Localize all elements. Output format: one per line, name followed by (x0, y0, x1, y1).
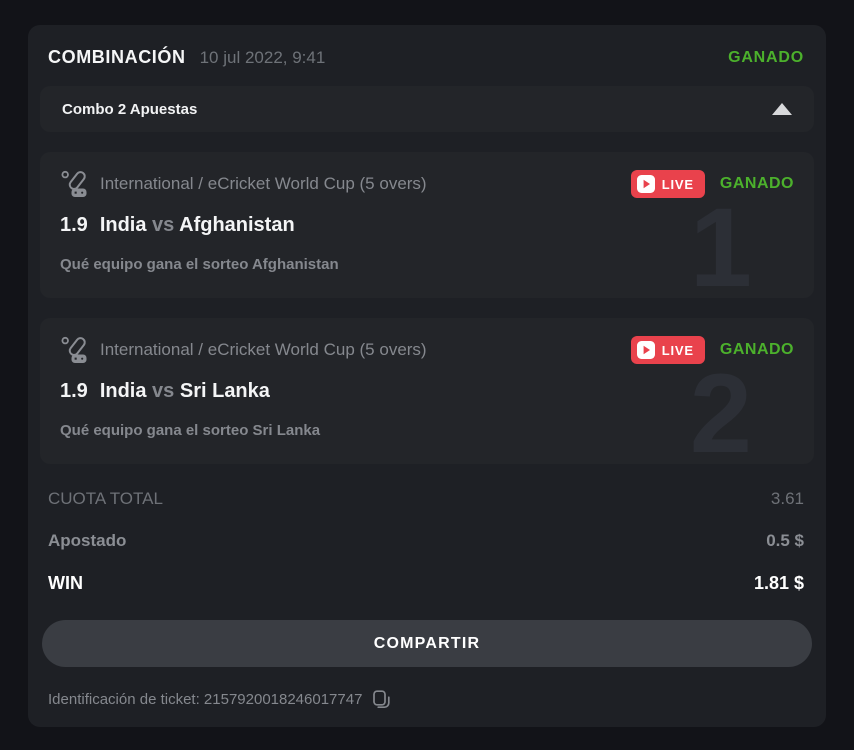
bet-ticket-card: COMBINACIÓN 10 jul 2022, 9:41 GANADO Com… (28, 25, 826, 727)
combo-label: Combo 2 Apuestas (62, 100, 198, 118)
team-away: Sri Lanka (179, 380, 270, 402)
combo-collapse-bar[interactable]: Combo 2 Apuestas (40, 86, 814, 132)
share-button[interactable]: COMPARTIR (42, 620, 812, 667)
ticket-header: COMBINACIÓN 10 jul 2022, 9:41 GANADO (40, 45, 814, 86)
play-icon (636, 175, 655, 193)
ticket-id-line: Identificación de ticket: 21579200182460… (40, 689, 814, 709)
team-home: India (99, 380, 147, 402)
win-label: WIN (48, 572, 83, 593)
vs-label: vs (152, 380, 175, 402)
match-line: 1.9 India vs Afghanistan (60, 214, 794, 237)
team-away: Afghanistan (179, 214, 295, 236)
league-name: International / eCricket World Cup (5 ov… (100, 340, 427, 359)
copy-icon[interactable] (371, 689, 391, 709)
bet-index-watermark: 1 (689, 185, 752, 299)
bet-status-badge: GANADO (719, 175, 794, 192)
market-description: Qué equipo gana el sorteo Afghanistan (60, 256, 339, 273)
bet-row-top: International / eCricket World Cup (5 ov… (60, 335, 794, 365)
live-label: LIVE (661, 342, 694, 358)
win-row: WIN 1.81 $ (48, 562, 804, 604)
ticket-status-badge: GANADO (728, 48, 804, 66)
live-badge: LIVE (630, 170, 705, 198)
ticket-id-text: Identificación de ticket: 21579200182460… (48, 690, 363, 708)
staked-row: Apostado 0.5 $ (48, 520, 804, 562)
bet-odds: 1.9 (60, 214, 88, 236)
bet-index-watermark: 2 (689, 351, 752, 465)
ticket-summary: CUOTA TOTAL 3.61 Apostado 0.5 $ WIN 1.81… (40, 464, 814, 604)
staked-label: Apostado (48, 531, 127, 550)
total-odds-label: CUOTA TOTAL (48, 489, 163, 508)
play-icon (636, 341, 655, 359)
match-line: 1.9 India vs Sri Lanka (60, 380, 794, 403)
ecricket-icon (60, 169, 90, 199)
bet-odds: 1.9 (60, 380, 88, 402)
chevron-up-icon[interactable] (772, 103, 792, 115)
ecricket-icon (60, 335, 90, 365)
ticket-date: 10 jul 2022, 9:41 (199, 47, 326, 67)
bet-status-badge: GANADO (719, 341, 794, 358)
team-home: India (99, 214, 147, 236)
ticket-type-title: COMBINACIÓN (48, 47, 186, 67)
bet-row: 2 International / eCricket World Cup (5 … (40, 318, 814, 464)
win-value: 1.81 $ (753, 572, 804, 593)
bet-row-top: International / eCricket World Cup (5 ov… (60, 169, 794, 199)
vs-label: vs (152, 214, 175, 236)
live-badge: LIVE (630, 336, 705, 364)
bet-row: 1 International / eCricket World Cup (5 … (40, 152, 814, 298)
total-odds-row: CUOTA TOTAL 3.61 (48, 478, 804, 520)
league-name: International / eCricket World Cup (5 ov… (100, 174, 427, 193)
total-odds-value: 3.61 (770, 489, 804, 508)
staked-value: 0.5 $ (766, 531, 804, 550)
live-label: LIVE (661, 176, 694, 192)
market-description: Qué equipo gana el sorteo Sri Lanka (60, 422, 321, 439)
